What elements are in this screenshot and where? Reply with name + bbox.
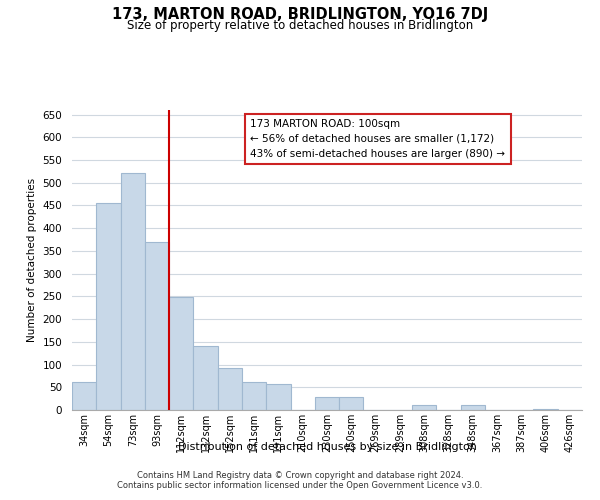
- Bar: [121, 172, 145, 410]
- Bar: [72, 382, 96, 410]
- Text: Contains HM Land Registry data © Crown copyright and database right 2024.: Contains HM Land Registry data © Crown c…: [137, 471, 463, 480]
- Bar: [145, 242, 169, 410]
- Text: Distribution of detached houses by size in Bridlington: Distribution of detached houses by size …: [178, 442, 476, 452]
- Text: Size of property relative to detached houses in Bridlington: Size of property relative to detached ho…: [127, 18, 473, 32]
- Bar: [242, 382, 266, 410]
- Bar: [266, 384, 290, 410]
- Text: 173 MARTON ROAD: 100sqm
← 56% of detached houses are smaller (1,172)
43% of semi: 173 MARTON ROAD: 100sqm ← 56% of detache…: [251, 119, 505, 158]
- Text: 173, MARTON ROAD, BRIDLINGTON, YO16 7DJ: 173, MARTON ROAD, BRIDLINGTON, YO16 7DJ: [112, 8, 488, 22]
- Bar: [96, 203, 121, 410]
- Bar: [533, 409, 558, 410]
- Bar: [339, 398, 364, 410]
- Bar: [461, 406, 485, 410]
- Text: Contains public sector information licensed under the Open Government Licence v3: Contains public sector information licen…: [118, 481, 482, 490]
- Bar: [193, 346, 218, 410]
- Bar: [218, 368, 242, 410]
- Bar: [169, 298, 193, 410]
- Y-axis label: Number of detached properties: Number of detached properties: [27, 178, 37, 342]
- Bar: [315, 398, 339, 410]
- Bar: [412, 404, 436, 410]
